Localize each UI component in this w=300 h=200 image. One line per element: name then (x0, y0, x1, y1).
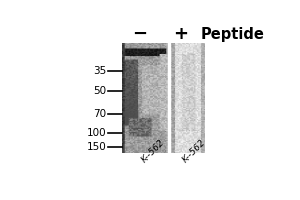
Text: K--562: K--562 (181, 138, 207, 165)
Text: 35: 35 (93, 66, 106, 76)
Text: 70: 70 (93, 109, 106, 119)
Text: 150: 150 (86, 142, 106, 152)
Text: 50: 50 (93, 86, 106, 96)
Text: +: + (173, 25, 188, 43)
Text: Peptide: Peptide (201, 27, 265, 42)
Text: 100: 100 (86, 128, 106, 138)
Text: −: − (132, 25, 147, 43)
Text: K--562: K--562 (140, 138, 167, 165)
